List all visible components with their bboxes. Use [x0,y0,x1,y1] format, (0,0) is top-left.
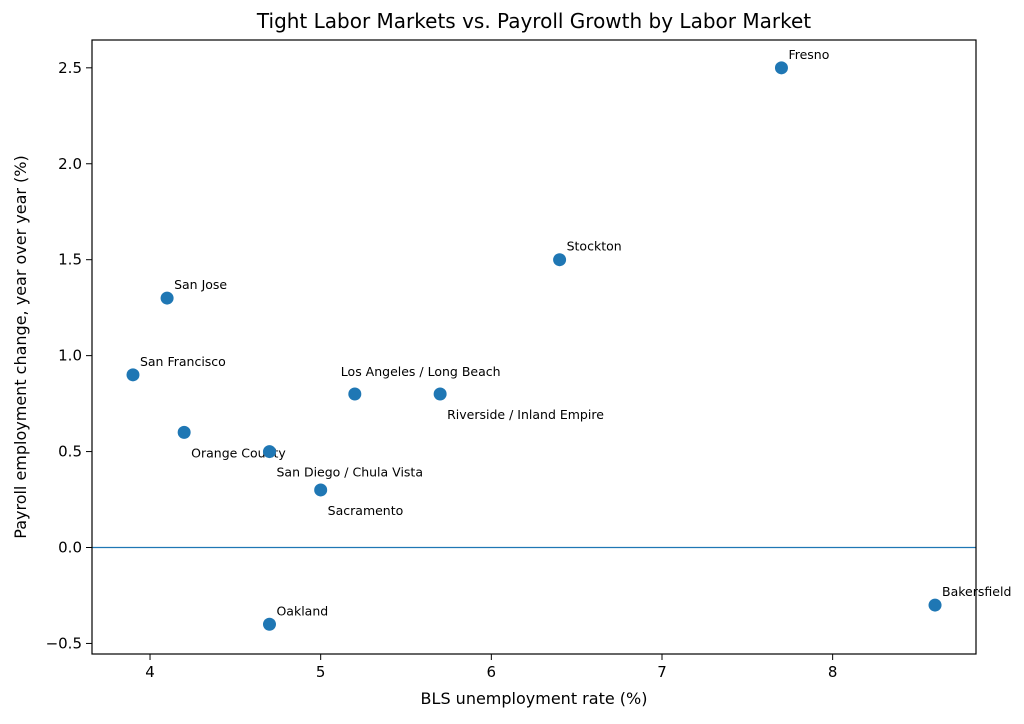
y-tick-label: −0.5 [46,634,82,652]
plot-frame [91,39,977,655]
data-point [774,61,788,75]
point-label: San Diego / Chula Vista [276,465,423,480]
point-label: Oakland [276,603,328,618]
data-point [160,291,174,305]
x-tick-label: 7 [657,663,667,681]
data-point [262,445,276,459]
point-label: Riverside / Inland Empire [447,407,604,422]
data-point [433,387,447,401]
x-tick-label: 6 [487,663,497,681]
point-label: Fresno [788,47,829,62]
x-tick-label: 8 [828,663,838,681]
chart-marks: 4 5 6 7 8 −0.5 0.0 0.5 1.0 1.5 2.0 2.5 Fresno Stockto… [46,39,1011,681]
x-axis-label: BLS unemployment rate (%) [421,689,648,708]
point-label: San Francisco [140,354,226,369]
chart-title: Tight Labor Markets vs. Payroll Growth b… [256,9,811,33]
point-label: Bakersfield [942,584,1011,599]
point-label: Sacramento [328,503,404,518]
point-label: Los Angeles / Long Beach [341,364,501,379]
y-axis-label: Payroll employment change, year over yea… [11,155,30,538]
point-label: Stockton [567,239,622,254]
y-tick-label: 1.0 [58,347,82,365]
y-tick-label: 2.5 [58,59,82,77]
point-label: Orange County [191,445,286,460]
data-point [348,387,362,401]
data-point [928,598,942,612]
data-point [177,425,191,439]
x-tick-label: 4 [145,663,155,681]
y-tick-label: 2.0 [58,155,82,173]
point-label: San Jose [174,277,227,292]
data-point [314,483,328,497]
data-point [553,253,567,267]
y-tick-label: 0.0 [58,539,82,557]
x-tick-label: 5 [316,663,326,681]
data-point [126,368,140,382]
y-tick-label: 1.5 [58,251,82,269]
y-tick-label: 0.5 [58,443,82,461]
data-point [262,617,276,631]
